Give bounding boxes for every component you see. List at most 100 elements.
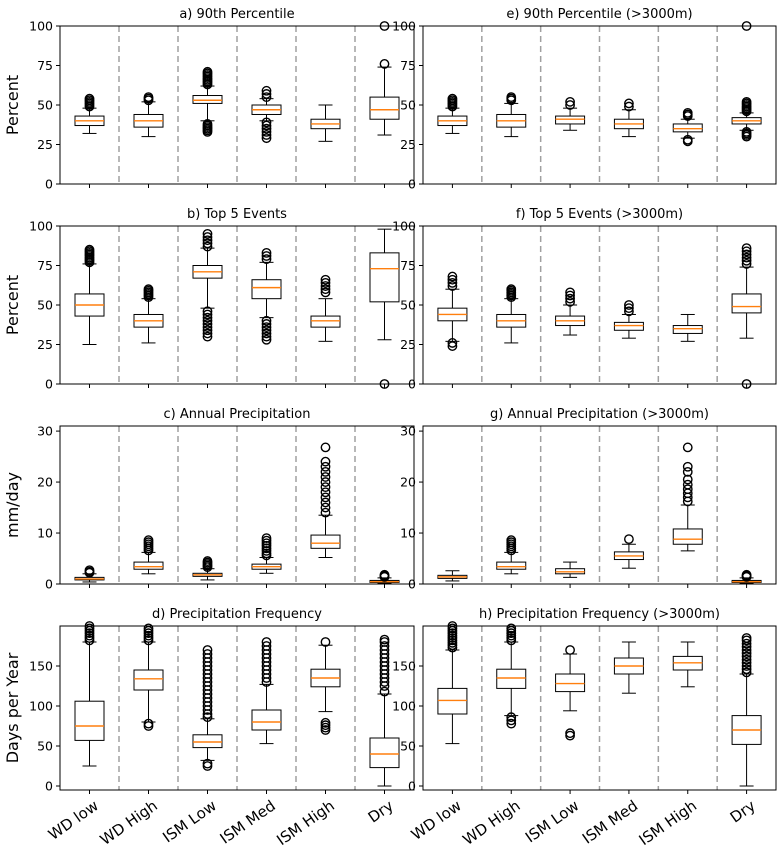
- flier-point: [741, 96, 752, 107]
- flier-point: [202, 645, 213, 655]
- panel-h: 0 50 100 150 h) Precipitation Frequency (>30…: [392, 607, 777, 794]
- flier-point: [202, 306, 213, 317]
- iqr-box: [133, 561, 164, 570]
- flier-point: [741, 259, 752, 269]
- flier-point: [741, 638, 752, 649]
- flier-point: [565, 96, 575, 107]
- flier-point: [624, 98, 634, 109]
- y-tick-label: 50: [400, 298, 416, 313]
- flier-point: [320, 477, 331, 487]
- box-ism-high: [672, 442, 703, 552]
- flier-point: [320, 637, 331, 647]
- panel-f: 0 25 50 75 100 f) Top 5 Events (>3000m): [392, 207, 777, 392]
- y-tick-label: 50: [37, 739, 53, 754]
- axes-frame: [422, 625, 777, 791]
- flier-point: [447, 281, 458, 291]
- iqr-box: [369, 737, 400, 769]
- box-ism-med: [613, 300, 644, 339]
- flier-point: [682, 108, 693, 118]
- iqr-box: [192, 95, 223, 104]
- box-wd-low: [74, 565, 105, 583]
- iqr-box: [496, 668, 527, 689]
- flier-point: [447, 93, 458, 104]
- flier-point: [565, 645, 575, 655]
- panel-title: g) Annual Precipitation (>3000m): [490, 407, 709, 422]
- flier-point: [143, 284, 154, 295]
- flier-point: [682, 466, 693, 477]
- y-tick-label: 50: [37, 298, 53, 313]
- box-ism-low: [555, 645, 586, 741]
- flier-point: [624, 303, 634, 314]
- box-ism-med: [251, 247, 282, 345]
- box-ism-med: [613, 534, 644, 569]
- flier-point: [261, 545, 272, 556]
- y-tick-label: 0: [45, 779, 53, 794]
- panel-title: h) Precipitation Frequency (>3000m): [479, 607, 720, 622]
- box-dry: [731, 633, 762, 787]
- flier-point: [741, 252, 752, 263]
- box-dry: [731, 569, 762, 584]
- box-ism-high: [672, 641, 703, 688]
- flier-point: [320, 492, 331, 503]
- box-ism-med: [251, 637, 282, 745]
- flier-point: [84, 565, 95, 576]
- flier-point: [202, 322, 213, 333]
- flier-point: [261, 123, 272, 134]
- flier-point: [379, 634, 390, 645]
- flier-point: [506, 92, 517, 103]
- box-wd-high: [133, 535, 164, 575]
- iqr-box: [672, 123, 703, 133]
- flier-point: [741, 255, 752, 266]
- flier-point: [202, 319, 213, 329]
- box-wd-low: [74, 93, 105, 134]
- flier-point: [261, 247, 272, 258]
- y-tick-label: 20: [400, 475, 416, 490]
- iqr-box: [74, 700, 105, 741]
- box-ism-high: [672, 108, 703, 147]
- flier-point: [320, 277, 331, 288]
- y-tick-label: 150: [29, 659, 53, 674]
- flier-point: [320, 466, 331, 477]
- flier-point: [565, 296, 575, 307]
- y-tick-label: 100: [29, 19, 53, 34]
- y-tick-label: 75: [400, 258, 416, 273]
- y-tick-label: 75: [37, 58, 53, 73]
- flier-point: [261, 538, 272, 549]
- box-ism-high: [310, 637, 341, 735]
- y-tick-label: 20: [37, 475, 53, 490]
- flier-point: [320, 472, 331, 482]
- flier-point: [261, 254, 272, 265]
- panel-title: b) Top 5 Events: [187, 207, 287, 222]
- flier-point: [202, 232, 213, 242]
- flier-point: [261, 637, 272, 647]
- y-tick-label: 0: [45, 577, 53, 592]
- flier-point: [261, 540, 272, 551]
- flier-point: [202, 331, 213, 342]
- iqr-box: [437, 687, 468, 715]
- y-tick-label: 100: [392, 219, 416, 234]
- flier-point: [202, 119, 213, 129]
- flier-point: [320, 456, 331, 467]
- y-tick-label: 75: [400, 58, 416, 73]
- flier-point: [261, 251, 272, 261]
- box-ism-med: [251, 85, 282, 144]
- flier-point: [741, 648, 752, 659]
- y-tick-label: 150: [392, 659, 416, 674]
- flier-point: [261, 133, 272, 144]
- flier-point: [682, 479, 693, 490]
- flier-point: [261, 535, 272, 546]
- flier-point: [506, 535, 517, 546]
- flier-point: [320, 442, 331, 453]
- box-wd-high: [496, 92, 527, 138]
- flier-point: [202, 315, 213, 326]
- panel-e: 0 25 50 75 100 e) 90th Percentile (>3000m): [392, 7, 777, 192]
- y-axis-label: Percent: [3, 75, 22, 135]
- box-ism-med: [251, 533, 282, 574]
- panel-title: a) 90th Percentile: [179, 7, 294, 22]
- box-wd-high: [496, 535, 527, 575]
- flier-point: [320, 287, 331, 298]
- panel-title: c) Annual Precipitation: [164, 407, 311, 422]
- flier-point: [320, 461, 331, 472]
